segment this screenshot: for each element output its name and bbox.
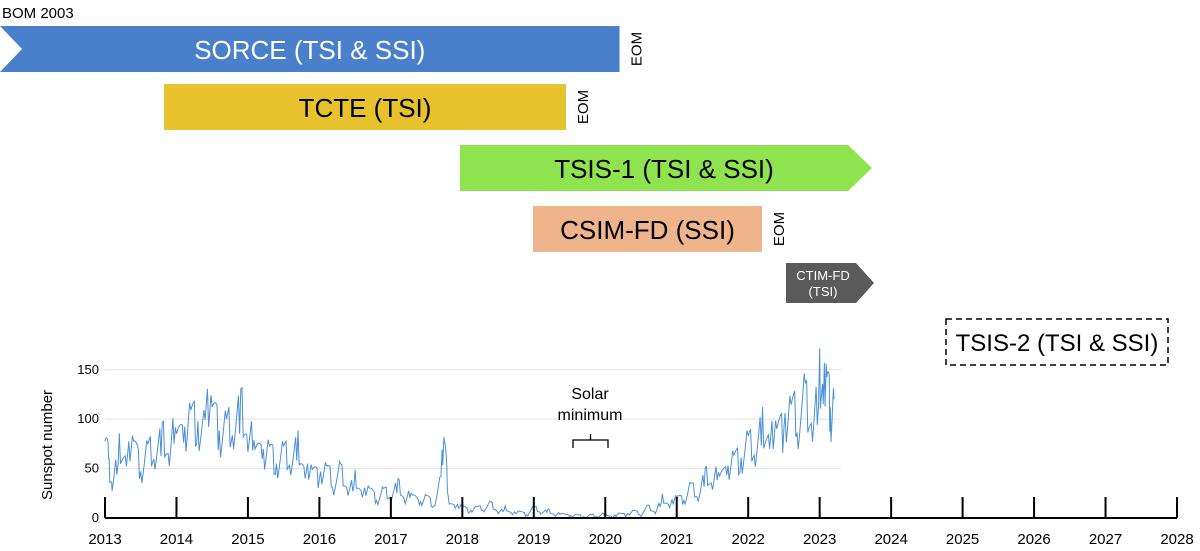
bom-label: BOM 2003: [2, 5, 74, 22]
solar-minimum-bracket: [572, 434, 609, 448]
csimfd-eom: EOM: [771, 212, 788, 246]
tcte-label: TCTE (TSI): [299, 93, 432, 123]
sorce-bar: [0, 26, 620, 72]
x-tick-label: 2028: [1160, 531, 1193, 548]
csimfd-label: CSIM-FD (SSI): [560, 215, 735, 245]
y-tick-label: 150: [77, 362, 99, 377]
x-tick-label: 2026: [1017, 531, 1050, 548]
y-axis: 0 50 100 150: [77, 362, 99, 525]
x-tick-label: 2013: [88, 531, 121, 548]
x-tick-label: 2023: [803, 531, 836, 548]
gridlines: [105, 369, 842, 519]
ctimfd-bar: [786, 263, 874, 303]
x-tick-label: 2019: [517, 531, 550, 548]
ctimfd-label-line2: (TSI): [809, 284, 838, 299]
x-tick-label: 2025: [946, 531, 979, 548]
x-tick-label: 2018: [446, 531, 479, 548]
x-tick-label: 2017: [374, 531, 407, 548]
solar-minimum-line2: minimum: [558, 407, 623, 424]
x-tick-label: 2014: [160, 531, 193, 548]
tcte-bar: [164, 84, 566, 130]
tsis1-label: TSIS-1 (TSI & SSI): [554, 154, 774, 184]
x-tick-label: 2024: [874, 531, 907, 548]
sorce-eom: EOM: [629, 32, 646, 66]
y-tick-label: 50: [85, 461, 99, 476]
x-tick-label: 2020: [589, 531, 622, 548]
sunspot-line: [104, 348, 835, 519]
sunspot-series: [104, 348, 835, 519]
solar-minimum-annotation: Solar minimum: [558, 386, 623, 448]
x-tick-label: 2027: [1089, 531, 1122, 548]
y-axis-label: Sunspot number: [39, 390, 56, 500]
y-tick-label: 0: [92, 510, 99, 525]
x-tick-label: 2015: [231, 531, 264, 548]
sorce-label: SORCE (TSI & SSI): [194, 35, 425, 65]
tcte-eom: EOM: [575, 90, 592, 124]
tsis2-box: [945, 318, 1169, 366]
x-tick-label: 2022: [732, 531, 765, 548]
x-tick-label: 2021: [660, 531, 693, 548]
x-axis: 2013 2014 2015 2016 2017 2018 2019 2020 2021 2022…: [88, 497, 1194, 548]
x-tick-label: 2016: [303, 531, 336, 548]
mission-bars: SORCE (TSI & SSI) EOM TCTE (TSI) EOM TSIS-1 …: [0, 26, 1169, 366]
csimfd-bar: [533, 206, 762, 252]
y-tick-label: 100: [77, 411, 99, 426]
tsis2-label: TSIS-2 (TSI & SSI): [956, 330, 1159, 357]
solar-minimum-line1: Solar: [571, 386, 609, 403]
ctimfd-label-line1: CTIM-FD: [796, 268, 849, 283]
tsis1-bar: [460, 145, 872, 191]
